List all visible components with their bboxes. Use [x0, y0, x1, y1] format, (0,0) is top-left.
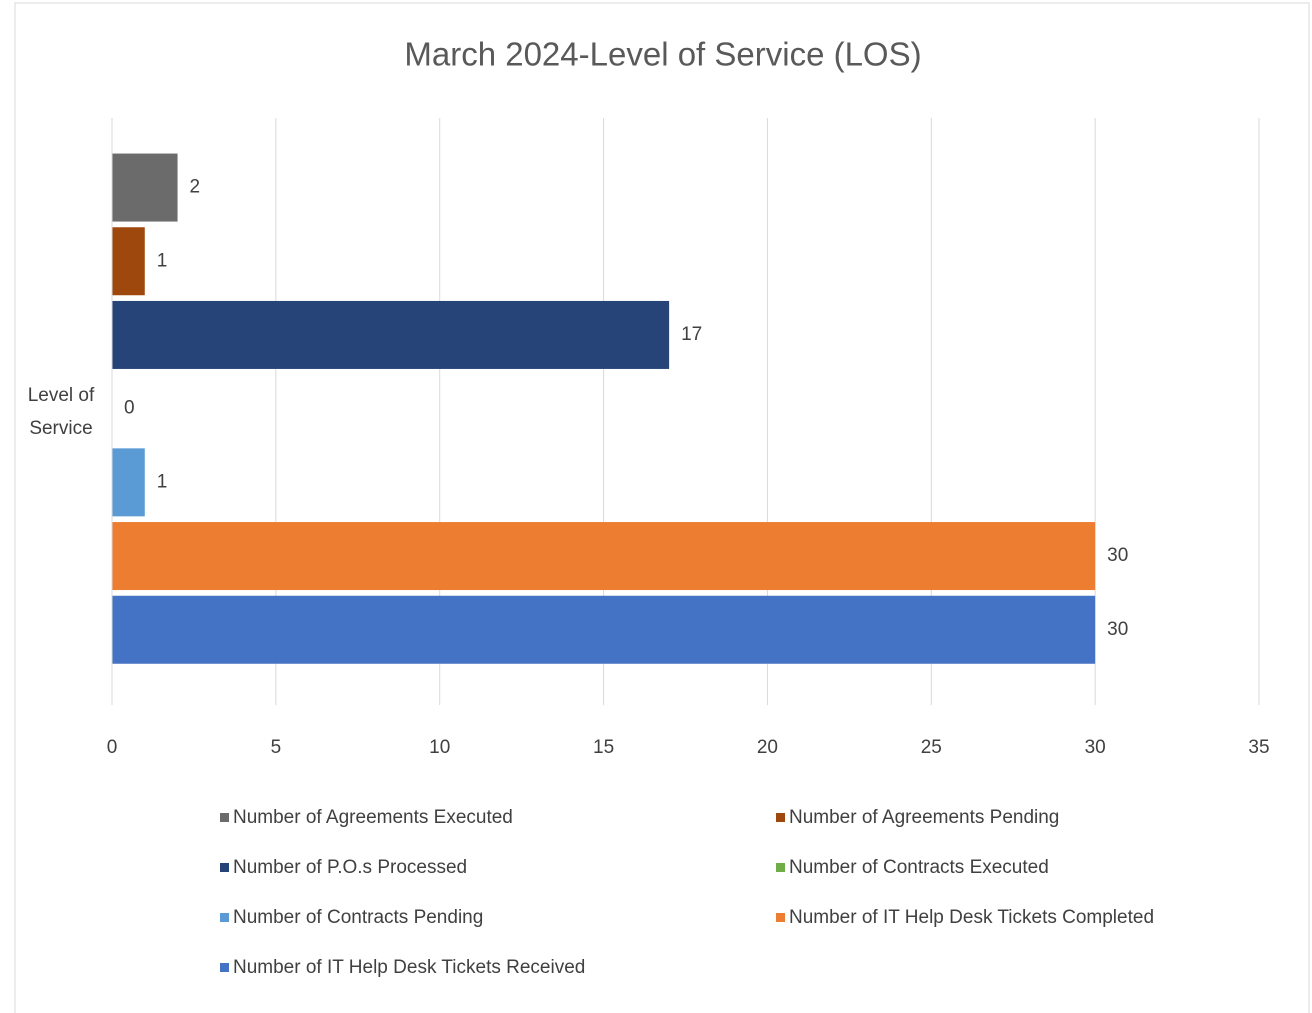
x-tick-label: 0: [107, 737, 118, 758]
x-tick-label: 20: [757, 737, 778, 758]
legend-marker: [220, 863, 229, 872]
legend-marker: [220, 963, 229, 972]
legend-marker: [220, 813, 229, 822]
bar: [112, 448, 145, 517]
legend-marker: [220, 913, 229, 922]
data-label: 2: [190, 177, 201, 198]
x-tick-label: 15: [593, 737, 614, 758]
bar: [112, 227, 145, 296]
x-tick-label: 5: [271, 737, 282, 758]
data-label: 30: [1107, 545, 1128, 566]
data-label: 17: [681, 324, 702, 345]
data-label: 0: [124, 398, 135, 419]
legend-label: Number of Agreements Executed: [233, 807, 513, 828]
legend-label: Number of Agreements Pending: [789, 807, 1059, 828]
x-tick-label: 30: [1085, 737, 1106, 758]
legend-marker: [776, 863, 785, 872]
legend-label: Number of IT Help Desk Tickets Completed: [789, 907, 1154, 928]
data-label: 30: [1107, 619, 1128, 640]
bar: [112, 153, 178, 222]
data-label: 1: [157, 250, 168, 271]
bar: [112, 522, 1096, 591]
legend-marker: [776, 913, 785, 922]
x-tick-label: 25: [921, 737, 942, 758]
legend-label: Number of IT Help Desk Tickets Received: [233, 957, 585, 978]
bar: [112, 300, 670, 369]
chart-border: [14, 2, 1310, 1013]
legend-marker: [776, 813, 785, 822]
y-category-label: Level of Service: [27, 384, 95, 439]
legend-label: Number of Contracts Executed: [789, 857, 1049, 878]
legend-label: Number of Contracts Pending: [233, 907, 483, 928]
legend-label: Number of P.O.s Processed: [233, 857, 467, 878]
bar: [112, 595, 1096, 664]
x-tick-label: 35: [1248, 737, 1269, 758]
data-label: 1: [157, 471, 168, 492]
x-tick-label: 10: [429, 737, 450, 758]
chart-title: March 2024-Level of Service (LOS): [404, 36, 921, 73]
